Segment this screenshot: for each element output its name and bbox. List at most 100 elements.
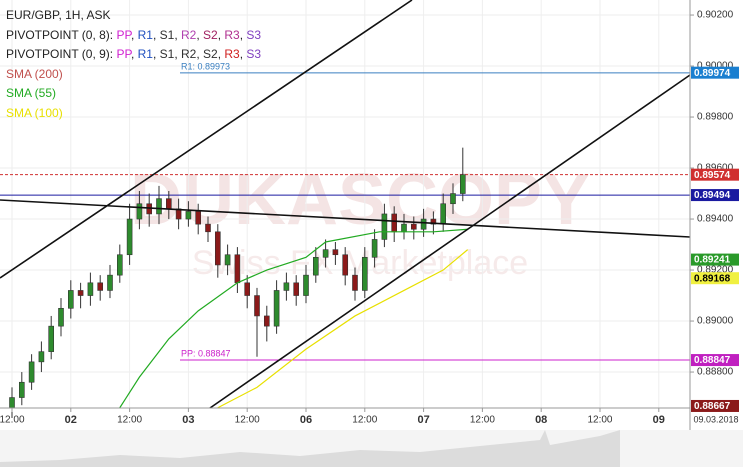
candle-body [332, 249, 339, 256]
candle-body [68, 290, 74, 309]
candle-body [19, 381, 25, 398]
candle-body [371, 239, 378, 258]
candle-body [420, 218, 427, 230]
candle-body [254, 295, 260, 317]
x-tick-label: 03 [182, 414, 194, 426]
price-tag-label: 0.89494 [694, 190, 731, 201]
legend-entry: SMA (200) [6, 66, 63, 81]
candle-body [9, 397, 15, 409]
candle-body [361, 256, 368, 291]
candle-body [224, 254, 231, 266]
candle-body [440, 203, 446, 225]
y-tick-label: 0.89000 [697, 316, 734, 327]
price-tag-label: 0.89574 [694, 170, 731, 181]
candle-body [352, 274, 358, 291]
x-tick-label: 08 [535, 414, 547, 426]
price-tag [691, 354, 739, 367]
candle-body [28, 361, 35, 383]
candle-body [97, 282, 104, 291]
x-tick-label: 02 [65, 414, 77, 426]
trendline [0, 199, 691, 238]
legend-part: S2 [203, 47, 218, 61]
candle-body [48, 325, 55, 352]
candle-body [126, 218, 133, 256]
plot: R1: 0.89973 PP: 0.88847 [0, 61, 690, 418]
candle-body [263, 315, 270, 327]
legend-part: PP [116, 27, 131, 42]
candle-body [312, 256, 319, 276]
candle-body [391, 213, 397, 233]
legend-part: R1 [137, 27, 153, 42]
legend-separator: , [152, 27, 160, 42]
candle-body [381, 213, 388, 240]
legend-separator: , [152, 47, 160, 61]
legend-part: S1 [159, 47, 175, 61]
watermark-sub: Swiss FX Marketplace [192, 244, 528, 282]
x-tick-label: 06 [300, 414, 312, 426]
legend-part: R1 [137, 47, 153, 61]
y-tick-label: 0.89600 [697, 163, 734, 174]
candle-body [107, 274, 113, 291]
legend-part: R2 [181, 47, 197, 61]
price-tag [691, 168, 739, 181]
price-tag-label: 0.88847 [694, 355, 731, 366]
candle-body [205, 223, 211, 233]
legend-separator: , [217, 27, 225, 42]
price-tag-label: 0.89974 [694, 68, 731, 79]
axes: 0.90200 0.90000 0.89800 0.89600 0.89400 0.892… [0, 10, 739, 426]
candle-body [322, 249, 329, 258]
price-tag [691, 272, 739, 285]
sma-line [119, 228, 468, 409]
sma-line [217, 249, 469, 409]
candle-body [136, 203, 143, 220]
legend-separator: , [174, 47, 181, 61]
candle-body [87, 282, 94, 296]
candle-body [410, 223, 417, 230]
pivot-label: PP: 0.88847 [181, 348, 231, 358]
price-tag [691, 253, 739, 266]
y-tick-label: 0.89800 [697, 112, 734, 123]
legend-separator: , [130, 47, 138, 61]
legend-part: PP [116, 47, 131, 61]
legend-entry: SMA (55) [6, 86, 57, 100]
trendline [209, 74, 691, 409]
legend-part: R2 [181, 27, 197, 42]
candle-body [303, 274, 309, 296]
candle-body [430, 218, 437, 225]
price-tag-label: 0.89168 [694, 273, 731, 284]
y-tick-label: 0.89200 [697, 265, 734, 276]
candle-body [450, 193, 456, 205]
candle-body [58, 307, 64, 327]
candle-body [283, 282, 290, 291]
legend: EUR/GBP, 1H, ASK PIVOTPOINT (0, 8): PP, R… [6, 6, 261, 123]
legend-row: PIVOTPOINT (0, 9): PP, R1, S1, R2, S2, R… [6, 45, 261, 65]
legend-part: R3 [224, 47, 240, 61]
x-tick-label: 12:00 [587, 415, 612, 426]
legend-part: R3 [224, 27, 240, 42]
legend-label: PIVOTPOINT (0, 8): [6, 27, 114, 42]
candle-body [401, 223, 407, 233]
candle-body [185, 211, 192, 220]
x-tick-label: 12:00 [117, 415, 142, 426]
price-tag [691, 399, 739, 412]
y-tick-label: 0.88800 [697, 367, 734, 378]
price-tag-label: 0.88667 [694, 401, 731, 412]
navigator-area [0, 430, 620, 467]
legend-separator: , [130, 27, 138, 42]
legend-title: EUR/GBP, 1H, ASK [6, 8, 111, 22]
pivot-label: R1: 0.89973 [181, 61, 230, 71]
candle-body [117, 254, 123, 276]
legend-separator: , [196, 27, 204, 42]
candle-body [38, 351, 45, 363]
candle-body [195, 211, 201, 225]
trendline [0, 0, 413, 279]
legend-part: S1 [159, 27, 175, 42]
y-tick-label: 0.90000 [697, 61, 734, 72]
candle-body [459, 174, 466, 194]
candle-body [273, 290, 280, 327]
legend-separator: , [239, 27, 247, 42]
legend-row: PIVOTPOINT (0, 8): PP, R1, S1, R2, S2, R… [6, 26, 261, 46]
candle-body [166, 198, 172, 210]
legend-entry: SMA (100) [6, 105, 63, 120]
